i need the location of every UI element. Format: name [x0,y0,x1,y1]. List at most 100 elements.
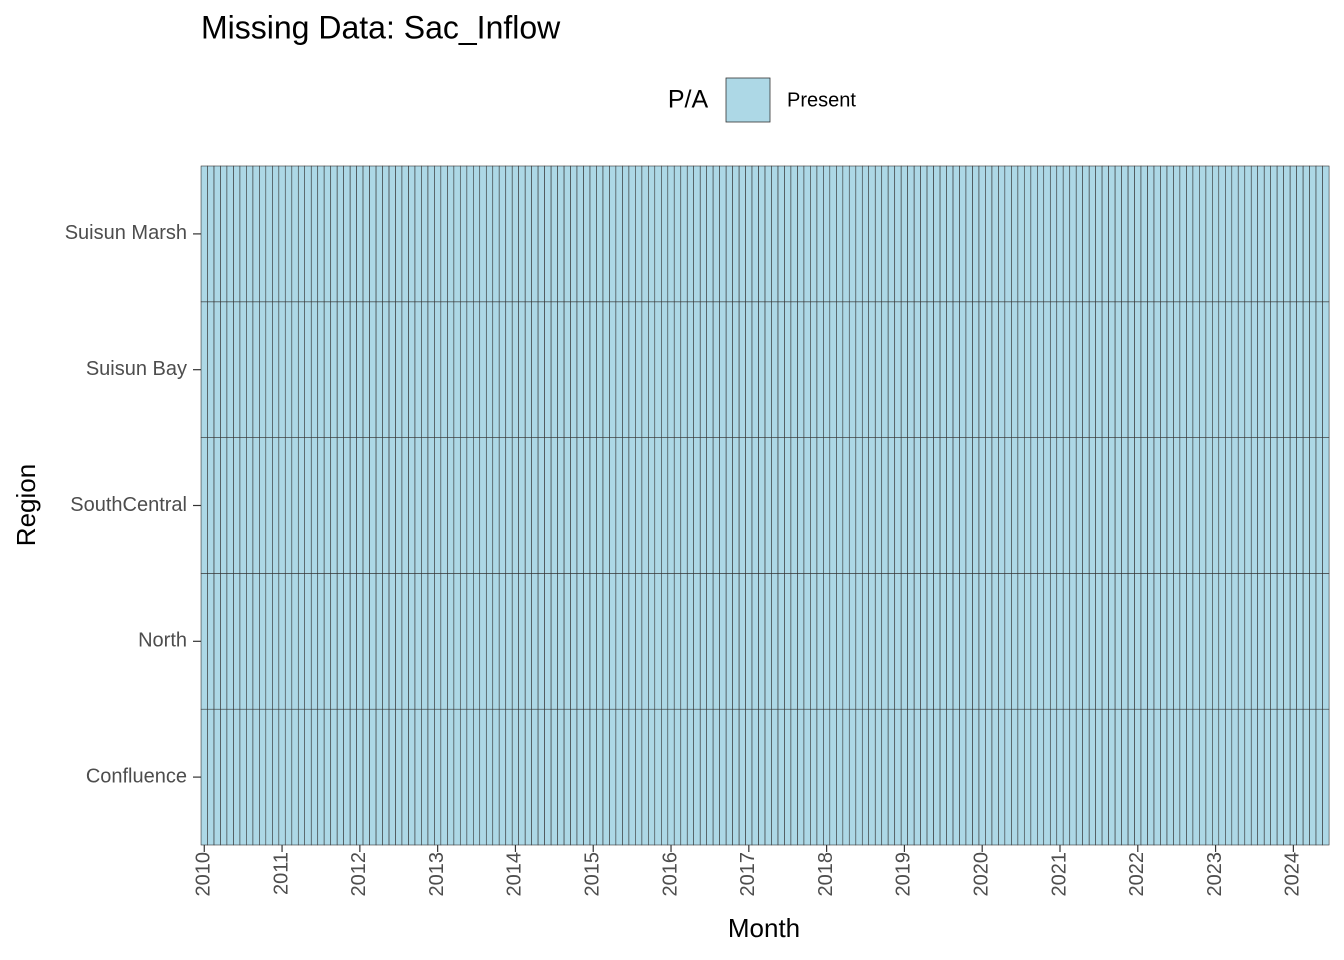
tile [803,437,811,574]
x-tick-label: 2018 [815,852,837,897]
tile [1186,165,1194,303]
tile [233,708,241,846]
tile [706,437,714,574]
tile [1302,708,1310,846]
tile [887,573,895,710]
tile [751,573,759,710]
tile [719,437,727,574]
tile [1121,573,1129,710]
tile [1011,708,1019,846]
tile [946,708,954,846]
tile [881,437,889,574]
tile [991,573,999,710]
tile [369,708,377,846]
tile [1004,301,1012,438]
tile [369,165,377,303]
tile [570,573,578,710]
tile [641,165,649,303]
tile [803,165,811,303]
tile [589,165,597,303]
tile [1166,573,1174,710]
tile [777,708,785,846]
tile [764,437,772,574]
tile [382,708,390,846]
tile [1225,573,1233,710]
tile [589,708,597,846]
tile [1263,301,1271,438]
tile [596,165,604,303]
tile [959,301,967,438]
tile [1250,708,1259,846]
tile [453,301,461,438]
tile [758,573,766,710]
tile [213,437,221,574]
tile [473,165,481,303]
tile [810,165,818,303]
tile [1043,573,1051,710]
tile [226,573,234,710]
tile [330,573,338,710]
tile [965,708,973,846]
tile [265,573,273,710]
tile [732,165,740,303]
tile [693,165,701,303]
tile [952,165,960,303]
tile [1101,301,1109,438]
tile [1192,437,1200,574]
tile [395,437,403,574]
x-tick-label: 2023 [1204,852,1226,897]
tile [991,708,999,846]
tile [1257,301,1265,438]
tile [602,165,610,303]
tile [900,301,908,438]
tile [1257,708,1265,846]
tile [1140,708,1148,846]
tile [622,437,630,574]
tile [1186,708,1194,846]
tile [459,437,468,574]
tile [887,708,895,846]
tile [790,573,798,710]
tile [349,437,357,574]
tile [414,708,422,846]
tile [492,708,500,846]
tile [609,573,617,710]
tile [725,301,733,438]
tile [1147,301,1155,438]
tile [1276,437,1284,574]
tile [1205,708,1213,846]
tile [764,708,772,846]
tile [278,708,286,846]
tile [836,165,844,303]
tile [421,301,429,438]
tile [1056,708,1064,846]
tile [1056,437,1064,574]
tile [1030,301,1038,438]
tile [1257,165,1265,303]
tile [1192,301,1200,438]
tile [336,165,344,303]
tile [913,437,921,574]
tile [790,165,798,303]
tile [615,708,623,846]
tile [259,573,267,710]
tile [1127,301,1135,438]
tile [310,437,319,574]
tile [926,301,934,438]
tile [544,573,552,710]
tile [784,708,792,846]
tile [1173,165,1181,303]
tile [790,437,798,574]
tile [369,437,377,574]
tile [1192,165,1200,303]
tile [1315,165,1323,303]
tile [725,708,733,846]
tile [829,708,837,846]
tile [622,573,630,710]
x-tick-label: 2013 [426,852,448,897]
tile [1153,437,1161,574]
tile [524,301,532,438]
tile [842,165,850,303]
tile [323,165,331,303]
tile [894,301,902,438]
